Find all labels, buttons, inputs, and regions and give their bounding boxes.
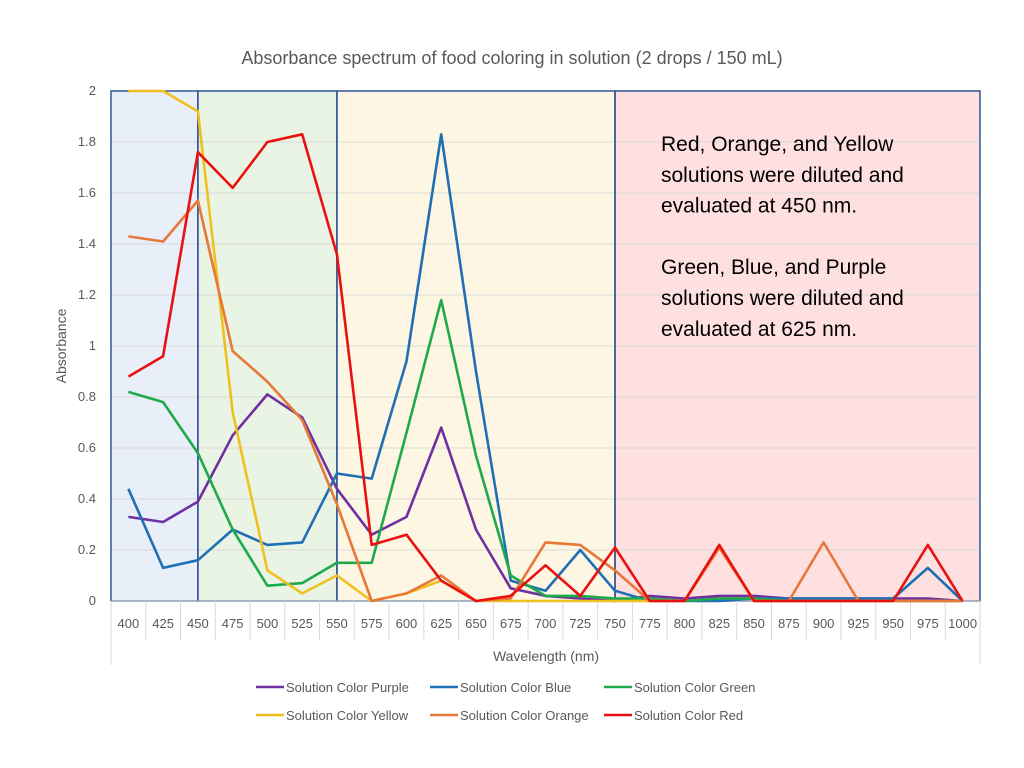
y-tick-label: 0.8 bbox=[78, 389, 96, 404]
x-tick-label: 600 bbox=[396, 616, 418, 631]
y-tick-label: 0.6 bbox=[78, 440, 96, 455]
series-line-solution-color-red bbox=[127, 133, 964, 603]
y-tick-label: 0.4 bbox=[78, 491, 96, 506]
x-tick-label: 550 bbox=[326, 616, 348, 631]
y-tick-label: 2 bbox=[89, 83, 96, 98]
series-line-solution-color-orange bbox=[128, 199, 963, 603]
legend-label: Solution Color Orange bbox=[460, 708, 589, 723]
x-tick-label: 650 bbox=[465, 616, 487, 631]
x-tick-label: 625 bbox=[430, 616, 452, 631]
legend: Solution Color Purple Solution Color Blue… bbox=[256, 680, 755, 723]
legend-label: Solution Color Green bbox=[634, 680, 755, 695]
x-tick-label: 775 bbox=[639, 616, 661, 631]
y-tick-label: 0 bbox=[89, 593, 96, 608]
x-tick-label: 475 bbox=[222, 616, 244, 631]
annotation-text: Red, Orange, and Yellow solutions were di… bbox=[661, 133, 904, 341]
legend-label: Solution Color Purple bbox=[286, 680, 409, 695]
x-tick-label: 400 bbox=[118, 616, 140, 631]
x-tick-label: 675 bbox=[500, 616, 522, 631]
chart-title: Absorbance spectrum of food coloring in … bbox=[241, 48, 782, 68]
x-axis-label: Wavelength (nm) bbox=[493, 648, 599, 664]
x-tick-label: 875 bbox=[778, 616, 800, 631]
y-tick-label: 1.6 bbox=[78, 185, 96, 200]
annotation-line: evaluated at 450 nm. bbox=[661, 195, 857, 218]
y-tick-label: 1.4 bbox=[78, 236, 96, 251]
x-tick-label: 525 bbox=[291, 616, 313, 631]
x-tick-label: 850 bbox=[743, 616, 765, 631]
x-tick-label: 1000 bbox=[948, 616, 977, 631]
y-axis-ticks: 0 0.2 0.4 0.6 0.8 1 1.2 1.4 1.6 1.8 2 bbox=[78, 83, 96, 608]
x-tick-label: 825 bbox=[708, 616, 730, 631]
x-tick-label: 500 bbox=[257, 616, 279, 631]
x-tick-label: 950 bbox=[882, 616, 904, 631]
legend-item-solution-color-blue: Solution Color Blue bbox=[430, 680, 571, 695]
series-lines bbox=[127, 89, 964, 603]
annotation-line: Green, Blue, and Purple bbox=[661, 256, 886, 279]
annotation-line: evaluated at 625 nm. bbox=[661, 318, 857, 341]
x-tick-label: 450 bbox=[187, 616, 209, 631]
annotation-line: Red, Orange, and Yellow bbox=[661, 133, 894, 156]
x-tick-label: 425 bbox=[152, 616, 174, 631]
x-tick-label: 575 bbox=[361, 616, 383, 631]
legend-label: Solution Color Yellow bbox=[286, 708, 409, 723]
annotation-line: solutions were diluted and bbox=[661, 164, 904, 187]
y-tick-label: 1.8 bbox=[78, 134, 96, 149]
legend-item-solution-color-orange: Solution Color Orange bbox=[430, 708, 589, 723]
y-tick-label: 0.2 bbox=[78, 542, 96, 557]
legend-item-solution-color-yellow: Solution Color Yellow bbox=[256, 708, 409, 723]
x-tick-label: 750 bbox=[604, 616, 626, 631]
x-tick-label: 800 bbox=[674, 616, 696, 631]
x-tick-label: 900 bbox=[813, 616, 835, 631]
legend-item-solution-color-red: Solution Color Red bbox=[604, 708, 743, 723]
series-line-solution-color-blue bbox=[127, 133, 964, 603]
legend-label: Solution Color Red bbox=[634, 708, 743, 723]
x-tick-label: 725 bbox=[569, 616, 591, 631]
annotation-line: solutions were diluted and bbox=[661, 287, 904, 310]
x-tick-label: 700 bbox=[535, 616, 557, 631]
y-tick-label: 1 bbox=[89, 338, 96, 353]
x-tick-label: 975 bbox=[917, 616, 939, 631]
legend-label: Solution Color Blue bbox=[460, 680, 571, 695]
x-tick-label: 925 bbox=[847, 616, 869, 631]
legend-item-solution-color-purple: Solution Color Purple bbox=[256, 680, 409, 695]
y-tick-label: 1.2 bbox=[78, 287, 96, 302]
legend-item-solution-color-green: Solution Color Green bbox=[604, 680, 755, 695]
y-axis-label: Absorbance bbox=[53, 308, 69, 383]
